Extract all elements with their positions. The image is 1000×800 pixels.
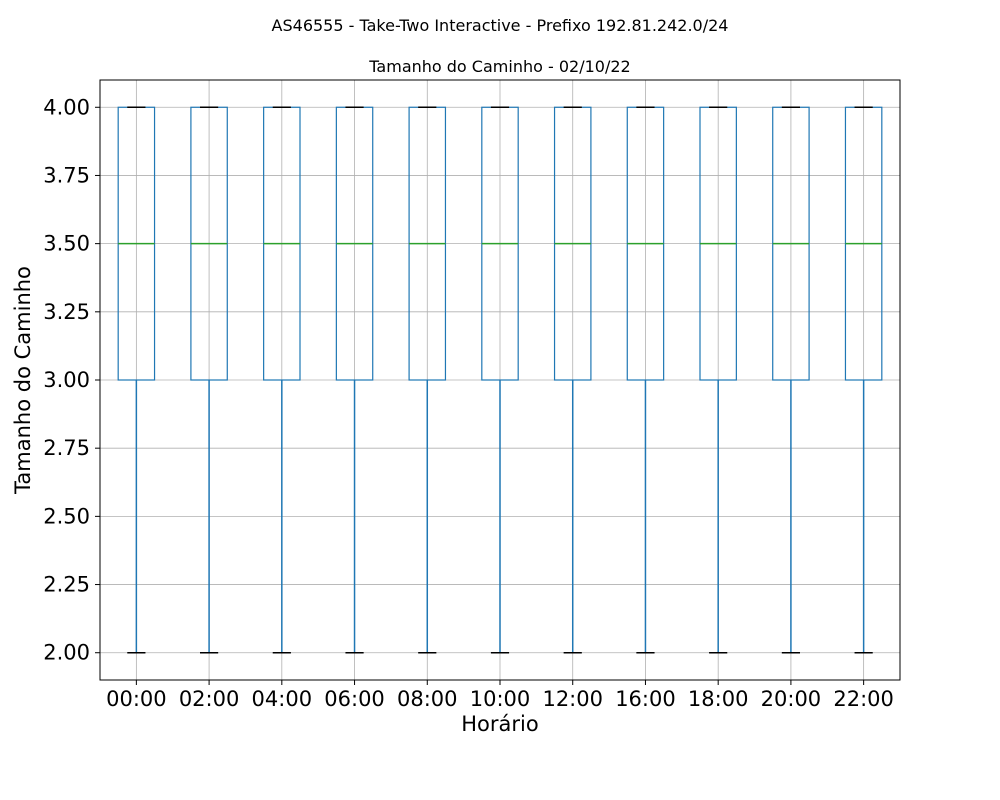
box-1000: [481, 106, 519, 654]
box-1800: [699, 106, 737, 654]
y-tick-label: 3.00: [43, 368, 90, 392]
x-tick-label: 18:00: [688, 687, 749, 711]
y-axis-label: Tamanho do Caminho: [11, 266, 35, 495]
x-tick-label: 12:00: [542, 687, 603, 711]
y-tick-label: 3.75: [43, 163, 90, 187]
y-tick-label: 2.75: [43, 436, 90, 460]
box-1200: [553, 106, 592, 654]
x-tick-label: 20:00: [761, 687, 822, 711]
x-tick-label: 04:00: [252, 687, 313, 711]
box-0200: [190, 106, 228, 654]
y-tick-label: 2.00: [43, 641, 90, 665]
x-tick-label: 16:00: [615, 687, 676, 711]
x-tick-label: 10:00: [470, 687, 531, 711]
y-tick-label: 2.50: [43, 504, 90, 528]
box-2200: [844, 106, 883, 654]
box-0400: [263, 106, 301, 654]
chart-suptitle: AS46555 - Take-Two Interactive - Prefixo…: [272, 16, 729, 35]
x-tick-label: 22:00: [833, 687, 894, 711]
y-tick-label: 3.50: [43, 232, 90, 256]
x-axis-ticks: 00:00 02:00 04:00 06:00 08:00 10:00 12:00 16:00…: [106, 680, 894, 711]
chart-title: Tamanho do Caminho - 02/10/22: [368, 57, 630, 76]
x-tick-label: 06:00: [324, 687, 385, 711]
box-2000: [772, 106, 810, 654]
y-tick-label: 4.00: [43, 95, 90, 119]
box-0600: [335, 106, 374, 654]
box-series: [117, 106, 883, 654]
x-axis-label: Horário: [461, 712, 538, 736]
box-0800: [408, 106, 447, 654]
box-0000: [117, 106, 156, 654]
x-tick-label: 00:00: [106, 687, 167, 711]
box-1600: [626, 106, 665, 654]
y-axis-ticks: 2.00 2.25 2.50 2.75 3.00 3.25 3.50 3.75 4.00: [43, 95, 100, 665]
x-tick-label: 02:00: [179, 687, 240, 711]
x-tick-label: 08:00: [397, 687, 458, 711]
y-tick-label: 2.25: [43, 573, 90, 597]
y-tick-label: 3.25: [43, 300, 90, 324]
